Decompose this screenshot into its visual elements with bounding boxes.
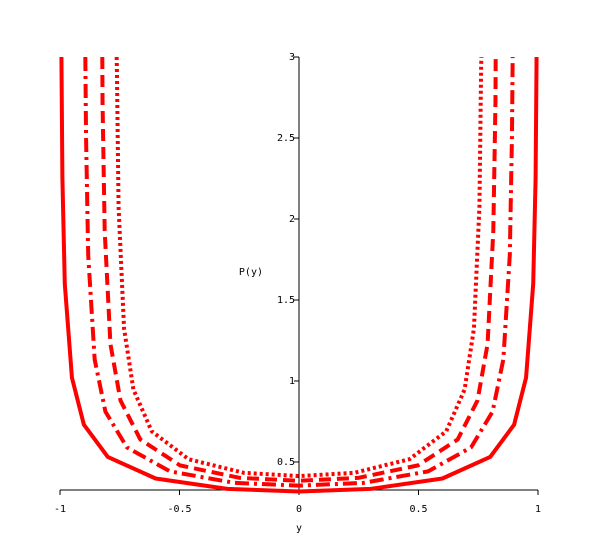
x-tick-label: 0 xyxy=(296,504,302,515)
x-tick-label: 0.5 xyxy=(409,504,427,515)
x-tick-label: -1 xyxy=(54,504,66,515)
y-tick-label: 2 xyxy=(289,214,295,225)
y-tick-label: 3 xyxy=(289,52,295,63)
curve xyxy=(59,56,539,494)
y-axis-label: P(y) xyxy=(239,267,263,278)
x-axis-label: y xyxy=(296,523,302,534)
x-tick-label: -0.5 xyxy=(167,504,191,515)
y-tick-label: 2.5 xyxy=(277,133,295,144)
curve xyxy=(114,56,484,479)
curve xyxy=(83,56,515,488)
x-tick-label: 1 xyxy=(535,504,541,515)
y-tick-label: 1 xyxy=(289,376,295,387)
y-tick-label: 0.5 xyxy=(277,457,295,468)
y-tick-label: 1.5 xyxy=(277,295,295,306)
